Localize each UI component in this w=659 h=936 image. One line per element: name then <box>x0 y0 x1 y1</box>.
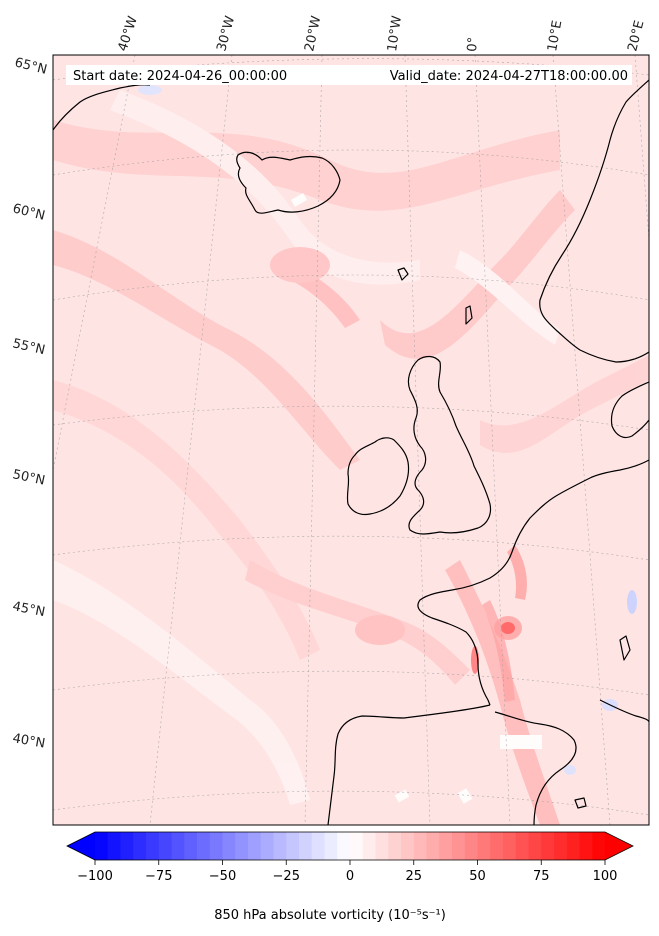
colorbar-cell <box>439 832 453 860</box>
colorbar-cell <box>554 832 568 860</box>
coast-great-britain <box>407 355 492 535</box>
negative-vorticity-spot <box>627 590 637 614</box>
colorbar-cell <box>120 832 134 860</box>
colorbar-cell <box>350 832 364 860</box>
colorbar-cell <box>184 832 198 860</box>
colorbar-tick-label: 25 <box>405 869 422 884</box>
map-frame <box>52 54 650 826</box>
colorbar-cell <box>324 832 338 860</box>
lon-label: 40°W <box>116 14 141 53</box>
start-date-label: Start date: 2024-04-26_00:00:00 <box>73 69 287 84</box>
colorbar-cell <box>299 832 313 860</box>
colorbar-tick-label: −25 <box>273 869 300 884</box>
colorbar: −100 −75 −50 −25 0 25 50 75 100 850 hPa absolute… <box>66 831 634 923</box>
colorbar-cell <box>579 832 593 860</box>
colorbar-cell <box>388 832 402 860</box>
colorbar-cell <box>95 832 109 860</box>
colorbar-tick-label: −75 <box>145 869 172 884</box>
colorbar-cell <box>464 832 478 860</box>
lon-label: 10°W <box>385 15 405 53</box>
vorticity-shading <box>53 85 649 825</box>
colorbar-label: 850 hPa absolute vorticity (10⁻⁵s⁻¹) <box>214 908 446 923</box>
colorbar-cell <box>566 832 580 860</box>
lat-label: 50°N <box>11 467 46 488</box>
colorbar-cell <box>515 832 529 860</box>
colorbar-cell <box>273 832 287 860</box>
colorbar-cell <box>248 832 262 860</box>
colorbar-cell <box>503 832 517 860</box>
colorbar-cell <box>528 832 542 860</box>
graticule <box>53 55 649 825</box>
longitude-labels: 40°W 30°W 20°W 10°W 0° 10°E 20°E <box>116 14 648 53</box>
colorbar-cell <box>197 832 211 860</box>
colorbar-cell <box>158 832 172 860</box>
lat-label: 65°N <box>13 55 48 77</box>
map-panel <box>53 55 649 825</box>
valid-date-label: Valid_date: 2024-04-27T18:00:00.00 <box>390 69 628 84</box>
colorbar-cell <box>592 832 606 860</box>
colorbar-cell <box>222 832 236 860</box>
coastlines <box>53 79 649 825</box>
colorbar-cell <box>235 832 249 860</box>
colorbar-cell <box>260 832 274 860</box>
lon-label: 20°E <box>625 19 647 53</box>
colorbar-cell <box>133 832 147 860</box>
colorbar-cell <box>490 832 504 860</box>
coast-france <box>417 459 649 706</box>
colorbar-cell <box>362 832 376 860</box>
coast-norway <box>539 79 649 363</box>
colorbar-cells <box>95 832 606 860</box>
header-box <box>66 65 632 85</box>
colorbar-cell <box>477 832 491 860</box>
lon-label: 10°E <box>545 19 565 52</box>
colorbar-extend-high <box>605 832 633 860</box>
colorbar-tick-label: 75 <box>533 869 550 884</box>
lon-label: 0° <box>465 36 481 52</box>
lon-label: 20°W <box>302 14 324 52</box>
colorbar-tick-label: −50 <box>209 869 236 884</box>
lat-label: 40°N <box>11 731 46 751</box>
coast-greenland <box>53 84 151 131</box>
latitude-labels: 65°N 60°N 55°N 50°N 45°N 40°N <box>11 55 48 751</box>
colorbar-cell <box>401 832 415 860</box>
colorbar-extend-low <box>67 832 95 860</box>
colorbar-cell <box>452 832 466 860</box>
colorbar-tick-label: 50 <box>469 869 486 884</box>
coast-iceland <box>236 151 341 214</box>
colorbar-cell <box>107 832 121 860</box>
lat-label: 55°N <box>11 336 46 358</box>
colorbar-cell <box>286 832 300 860</box>
colorbar-cell <box>311 832 325 860</box>
colorbar-tick-label: 100 <box>593 869 618 884</box>
colorbar-tick-label: −100 <box>77 869 113 884</box>
coast-ireland <box>346 437 410 516</box>
colorbar-cell <box>337 832 351 860</box>
colorbar-cell <box>209 832 223 860</box>
coast-iberia <box>327 704 491 825</box>
colorbar-cell <box>375 832 389 860</box>
colorbar-cell <box>426 832 440 860</box>
lat-label: 45°N <box>11 599 46 620</box>
colorbar-cell <box>413 832 427 860</box>
colorbar-cell <box>146 832 160 860</box>
colorbar-cell <box>171 832 185 860</box>
lat-label: 60°N <box>11 201 46 223</box>
colorbar-cell <box>541 832 555 860</box>
colorbar-ticks: −100 −75 −50 −25 0 25 50 75 100 <box>77 860 617 884</box>
colorbar-tick-label: 0 <box>346 869 354 884</box>
lon-label: 30°W <box>214 14 238 53</box>
